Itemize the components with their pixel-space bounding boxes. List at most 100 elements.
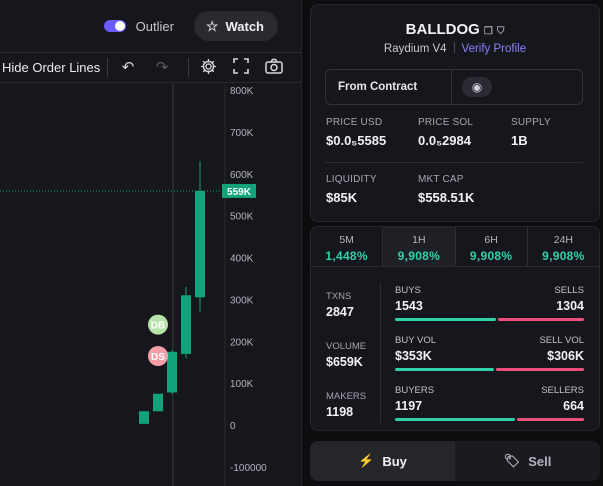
stat-label: SUPPLY	[511, 117, 551, 128]
tab-label: 24H	[553, 234, 573, 246]
candle-body[interactable]	[195, 190, 205, 298]
stat-value: 1B	[511, 133, 528, 148]
price-chart[interactable]: 800K 700K 600K 500K 400K 300K 200K 100K 0 -100000…	[0, 84, 302, 486]
buyers-label: BUYERS	[395, 385, 435, 396]
period-tabs: 5M 1,448% 1H 9,908% 6H 9,908% 24H 9,908%	[311, 227, 599, 267]
outlier-label: Outlier	[135, 18, 174, 34]
current-price-tag	[222, 183, 256, 198]
y-tick-label: 700K	[230, 128, 254, 139]
stats-divider	[325, 162, 583, 163]
settings-icon[interactable]	[193, 58, 223, 78]
tag-icon: 🏷	[503, 453, 521, 468]
makers-value: 1198	[326, 405, 354, 419]
tab-24h[interactable]: 24H 9,908%	[528, 227, 599, 266]
buy-volume-bar	[395, 368, 494, 371]
y-tick-label: 0	[230, 421, 236, 432]
shield-icon[interactable]: ⛉	[496, 26, 505, 37]
stat-price-sol: PRICE SOL 0.0₅2984	[418, 117, 473, 148]
lightning-icon: ⚡	[358, 453, 375, 468]
buyers-value: 1197	[395, 399, 423, 413]
tab-1h[interactable]: 1H 9,908%	[383, 227, 456, 266]
stat-value: $558.51K	[418, 190, 475, 205]
verify-profile-link[interactable]: Verify Profile	[461, 43, 527, 55]
chart-panel: Outlier ☆ Watch Hide Order Lines ↶ ↷ 800…	[0, 0, 302, 486]
candle-body[interactable]	[153, 393, 163, 412]
camera-icon[interactable]	[259, 58, 289, 77]
volume-label: VOLUME	[326, 341, 367, 352]
sell-volume-label: SELL VOL	[539, 335, 584, 346]
star-icon: ☆	[205, 18, 219, 34]
buy-label: Buy	[382, 453, 407, 469]
token-name-row: BALLDOG ❐ ⛉	[311, 21, 599, 38]
copy-icon[interactable]: ❐	[483, 26, 493, 37]
trade-marker-label: DS	[151, 352, 165, 363]
token-name: BALLDOG	[405, 21, 480, 38]
chart-toolbar: Hide Order Lines ↶ ↷	[0, 52, 302, 83]
makers-row: MAKERS 1198 BUYERS 1197 SELLERS 664	[311, 383, 599, 430]
token-info-card: BALLDOG ❐ ⛉ Raydium V4 Verify Profile From …	[310, 4, 600, 222]
volume-row: VOLUME $659K BUY VOL $353K SELL VOL $306…	[311, 333, 599, 383]
y-tick-label: 500K	[230, 212, 254, 223]
tab-6h[interactable]: 6H 9,908%	[456, 227, 528, 266]
token-subtitle: Raydium V4 Verify Profile	[311, 42, 599, 55]
stat-value: 0.0₅2984	[418, 133, 471, 148]
y-tick-label: 800K	[230, 86, 254, 97]
tab-change-value: 9,908%	[397, 249, 441, 263]
sells-value: 1304	[556, 299, 584, 313]
stat-value: $0.0₅5585	[326, 133, 387, 148]
stat-market-cap: MKT CAP $558.51K	[418, 174, 474, 205]
toolbar-divider	[188, 58, 189, 77]
tx-column-divider	[380, 283, 381, 423]
buy-volume-value: $353K	[395, 349, 432, 363]
txns-row: TXNS 2847 BUYS 1543 SELLS 1304	[311, 283, 599, 333]
sell-label: Sell	[528, 453, 552, 469]
buys-bar	[395, 318, 496, 321]
hide-order-lines-button[interactable]: Hide Order Lines	[0, 58, 108, 77]
redo-icon[interactable]: ↷	[155, 59, 169, 76]
subtitle-divider	[453, 42, 455, 53]
trade-marker[interactable]	[148, 345, 168, 366]
tab-label: 5M	[339, 234, 354, 246]
sellers-value: 664	[563, 399, 584, 413]
token-panel: BALLDOG ❐ ⛉ Raydium V4 Verify Profile From …	[310, 4, 600, 481]
tab-change-value: 1,448%	[325, 249, 368, 263]
watch-button[interactable]: ☆ Watch	[193, 11, 278, 41]
buyers-bar	[395, 418, 515, 421]
sellers-bar	[517, 418, 584, 421]
y-tick-label: 100K	[230, 379, 254, 390]
y-tick-label: -100000	[230, 463, 267, 474]
stat-supply: SUPPLY 1B	[511, 117, 551, 148]
txns-label: TXNS	[326, 291, 352, 302]
outlier-toggle[interactable]	[103, 20, 126, 32]
undo-icon[interactable]: ↶	[121, 59, 135, 76]
trade-marker[interactable]	[148, 314, 168, 335]
sell-volume-bar	[496, 368, 584, 371]
trade-toggle: ⚡ Buy 🏷 Sell	[310, 441, 600, 481]
sell-tab[interactable]: 🏷 Sell	[455, 441, 600, 481]
chart-topbar: Outlier ☆ Watch	[0, 0, 302, 52]
sellers-label: SELLERS	[541, 385, 584, 396]
y-tick-label: 600K	[230, 170, 254, 181]
volume-value: $659K	[326, 355, 363, 369]
txns-value: 2847	[326, 305, 354, 319]
current-price-label: 559K	[227, 187, 252, 198]
contract-box: From Contract ◉	[325, 69, 583, 105]
tab-5m[interactable]: 5M 1,448%	[311, 227, 384, 266]
sell-volume-value: $306K	[547, 349, 584, 363]
stat-price-usd: PRICE USD $0.0₅5585	[326, 117, 386, 148]
buys-value: 1543	[395, 299, 423, 313]
fullscreen-icon[interactable]	[223, 58, 259, 77]
candle-body[interactable]	[181, 295, 191, 354]
sells-bar	[498, 318, 584, 321]
tab-label: 6H	[484, 234, 498, 246]
watch-label: Watch	[225, 18, 264, 34]
stat-label: MKT CAP	[418, 174, 464, 185]
buy-tab[interactable]: ⚡ Buy	[310, 441, 455, 481]
candle-body[interactable]	[139, 411, 149, 424]
stat-liquidity: LIQUIDITY $85K	[326, 174, 377, 205]
buys-label: BUYS	[395, 285, 421, 296]
candle-body[interactable]	[167, 351, 177, 393]
from-contract-button[interactable]: From Contract	[326, 70, 452, 104]
globe-icon[interactable]: ◉	[462, 77, 492, 97]
stat-label: LIQUIDITY	[326, 174, 377, 185]
